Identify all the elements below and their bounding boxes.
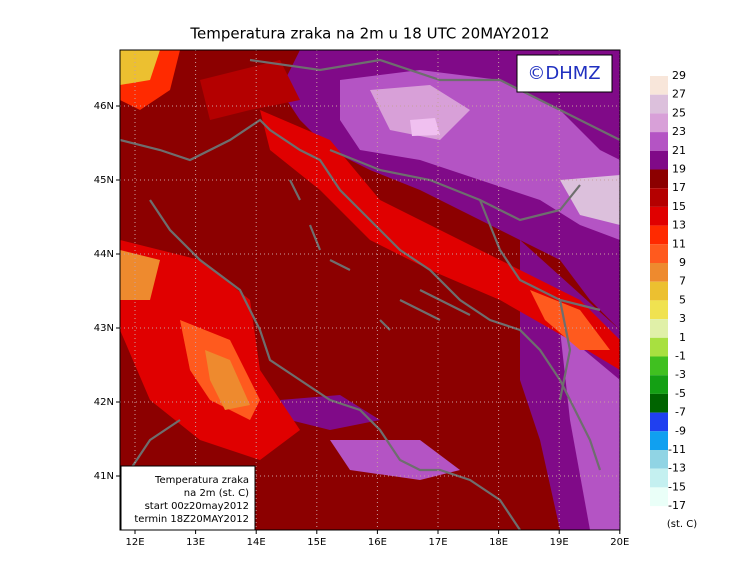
colorbar-swatch xyxy=(650,244,668,263)
copyright: ©DHMZ xyxy=(527,63,600,84)
lat-label: 45N xyxy=(94,175,114,186)
colorbar-swatch xyxy=(650,76,668,95)
colorbar-swatch xyxy=(650,450,668,469)
colorbar-swatch xyxy=(650,188,668,207)
lat-label: 42N xyxy=(94,397,114,408)
title: Temperatura zraka na 2m u 18 UTC 20MAY20… xyxy=(189,25,549,43)
lon-label: 14E xyxy=(247,537,266,548)
colorbar-swatch xyxy=(650,337,668,357)
colorbar-label: -13 xyxy=(668,462,686,475)
lat-label: 46N xyxy=(94,101,114,112)
colorbar-swatch xyxy=(650,225,668,245)
lon-label: 18E xyxy=(489,537,508,548)
colorbar-label: -9 xyxy=(675,424,686,437)
colorbar-label: 25 xyxy=(672,106,686,119)
colorbar-swatch xyxy=(650,132,668,151)
colorbar-swatch xyxy=(650,281,668,301)
colorbar-label: -11 xyxy=(668,443,686,456)
lat-label: 43N xyxy=(94,323,114,334)
lon-label: 17E xyxy=(428,537,447,548)
colorbar-unit: (st. C) xyxy=(667,519,697,530)
colorbar-swatch xyxy=(650,113,668,133)
colorbar-label: 27 xyxy=(672,88,686,101)
colorbar-label: 13 xyxy=(672,219,686,232)
colorbar-label: 17 xyxy=(672,181,686,194)
colorbar-label: 9 xyxy=(679,256,686,269)
colorbar-label: -7 xyxy=(675,406,686,419)
colorbar-swatch xyxy=(650,263,668,282)
copyright-box xyxy=(516,54,613,93)
colorbar-label: 3 xyxy=(679,312,686,325)
info-text: Temperatura zraka na 2m (st. C) start 00z2… xyxy=(134,475,249,525)
info-line: start 00z20may2012 xyxy=(145,501,249,512)
info-line: Temperatura zraka xyxy=(154,475,249,486)
lat-label: 41N xyxy=(94,471,114,482)
colorbar-swatch xyxy=(650,319,668,338)
colorbar-label: -1 xyxy=(675,350,686,363)
colorbar-label: 11 xyxy=(672,237,686,250)
colorbar-label: 5 xyxy=(679,293,686,306)
colorbar-swatch xyxy=(650,375,668,394)
info-box xyxy=(120,465,256,531)
colorbar-label: -5 xyxy=(675,387,686,400)
lon-label: 16E xyxy=(368,537,387,548)
colorbar: 29 27 25 23 21 19 17 15 13 11 9 7 5 3 1 -1 -3 -5 -7 -9 -11 -1… xyxy=(650,69,697,530)
colorbar-swatch xyxy=(650,150,668,170)
colorbar-swatch xyxy=(650,300,668,320)
colorbar-swatch xyxy=(650,169,668,189)
colorbar-swatch xyxy=(650,412,668,432)
colorbar-swatch xyxy=(650,468,668,488)
colorbar-swatch xyxy=(650,393,668,413)
info-line: termin 18Z20MAY2012 xyxy=(134,514,249,525)
colorbar-label: 29 xyxy=(672,69,686,82)
lon-label: 13E xyxy=(186,537,205,548)
colorbar-swatch xyxy=(650,356,668,376)
lon-label: 15E xyxy=(307,537,326,548)
grid: 46N 45N 44N 43N 42N 41N 12E 13E 14E 15E 16E 17E 18E 1… xyxy=(94,50,629,548)
colorbar-label: -17 xyxy=(668,499,686,512)
colorbar-label: 7 xyxy=(679,275,686,288)
colorbar-label: 23 xyxy=(672,125,686,138)
colorbar-label: 1 xyxy=(679,331,686,344)
info-line: na 2m (st. C) xyxy=(184,488,249,499)
colorbar-label: -15 xyxy=(668,480,686,493)
colorbar-label: 19 xyxy=(672,163,686,176)
colorbar-label: 15 xyxy=(672,200,686,213)
colorbar-swatch xyxy=(650,487,668,507)
colorbar-swatch xyxy=(650,431,668,450)
colorbar-label: 21 xyxy=(672,144,686,157)
lat-label: 44N xyxy=(94,249,114,260)
lon-label: 20E xyxy=(610,537,629,548)
colorbar-label: -3 xyxy=(675,368,686,381)
lon-label: 12E xyxy=(125,537,144,548)
colorbar-swatch xyxy=(650,94,668,114)
colorbar-swatch xyxy=(650,206,668,226)
temperature-field xyxy=(120,50,620,530)
lon-label: 19E xyxy=(550,537,569,548)
map-frame xyxy=(119,49,621,531)
